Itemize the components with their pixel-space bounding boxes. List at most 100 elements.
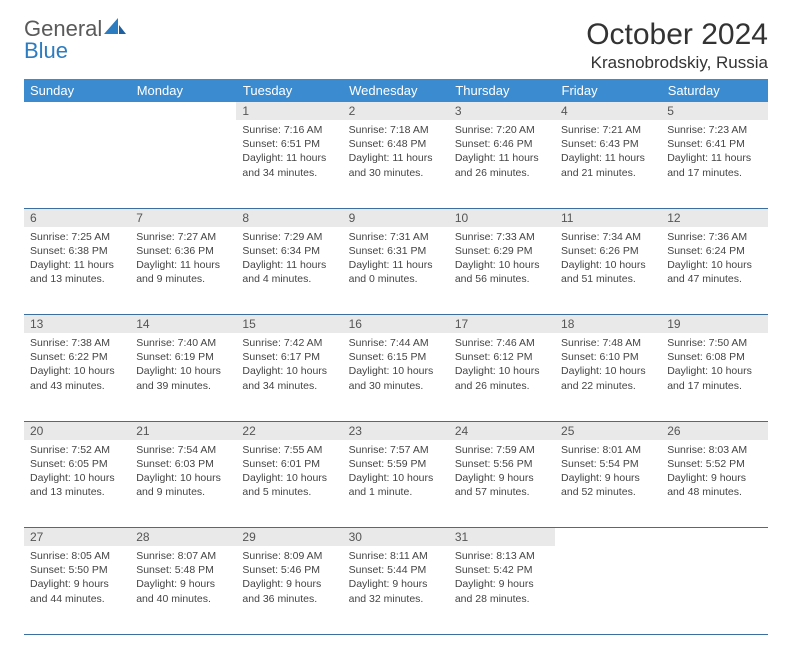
day-number: 14 <box>130 315 236 334</box>
sunrise-text: Sunrise: 7:54 AM <box>136 443 230 457</box>
day1-text: Daylight: 11 hours <box>561 151 655 165</box>
day-number: 26 <box>661 421 767 440</box>
sunset-text: Sunset: 6:41 PM <box>667 137 761 151</box>
weekday-header: Thursday <box>449 79 555 102</box>
sunset-text: Sunset: 6:43 PM <box>561 137 655 151</box>
day-number: 4 <box>555 102 661 120</box>
day-cell: Sunrise: 7:33 AMSunset: 6:29 PMDaylight:… <box>449 227 555 315</box>
sunset-text: Sunset: 6:01 PM <box>242 457 336 471</box>
day-number: 21 <box>130 421 236 440</box>
sunset-text: Sunset: 6:34 PM <box>242 244 336 258</box>
sunset-text: Sunset: 6:38 PM <box>30 244 124 258</box>
day1-text: Daylight: 9 hours <box>455 471 549 485</box>
sunset-text: Sunset: 5:42 PM <box>455 563 549 577</box>
day-number: 2 <box>343 102 449 120</box>
sunrise-text: Sunrise: 7:46 AM <box>455 336 549 350</box>
day2-text: and 52 minutes. <box>561 485 655 499</box>
sunrise-text: Sunrise: 8:13 AM <box>455 549 549 563</box>
day-cell <box>661 546 767 634</box>
day-cell: Sunrise: 7:44 AMSunset: 6:15 PMDaylight:… <box>343 333 449 421</box>
weekday-header: Tuesday <box>236 79 342 102</box>
sunrise-text: Sunrise: 8:01 AM <box>561 443 655 457</box>
day1-text: Daylight: 10 hours <box>667 364 761 378</box>
daynum-row: 13141516171819 <box>24 315 768 334</box>
sunrise-text: Sunrise: 8:07 AM <box>136 549 230 563</box>
weekday-header: Saturday <box>661 79 767 102</box>
sunset-text: Sunset: 5:44 PM <box>349 563 443 577</box>
day-number: 15 <box>236 315 342 334</box>
detail-row: Sunrise: 8:05 AMSunset: 5:50 PMDaylight:… <box>24 546 768 634</box>
day2-text: and 30 minutes. <box>349 379 443 393</box>
day-cell: Sunrise: 7:46 AMSunset: 6:12 PMDaylight:… <box>449 333 555 421</box>
day1-text: Daylight: 10 hours <box>349 364 443 378</box>
day1-text: Daylight: 10 hours <box>242 364 336 378</box>
day-number: 25 <box>555 421 661 440</box>
day-cell: Sunrise: 7:25 AMSunset: 6:38 PMDaylight:… <box>24 227 130 315</box>
sunset-text: Sunset: 6:15 PM <box>349 350 443 364</box>
day2-text: and 13 minutes. <box>30 485 124 499</box>
day-number: 30 <box>343 528 449 547</box>
day-cell <box>555 546 661 634</box>
day2-text: and 17 minutes. <box>667 166 761 180</box>
detail-row: Sunrise: 7:52 AMSunset: 6:05 PMDaylight:… <box>24 440 768 528</box>
logo-part2: Blue <box>24 38 68 63</box>
logo: GeneralBlue <box>24 18 126 62</box>
day-number: 7 <box>130 208 236 227</box>
day2-text: and 5 minutes. <box>242 485 336 499</box>
day-number: 31 <box>449 528 555 547</box>
day-number: 16 <box>343 315 449 334</box>
day-cell: Sunrise: 8:03 AMSunset: 5:52 PMDaylight:… <box>661 440 767 528</box>
sunrise-text: Sunrise: 7:34 AM <box>561 230 655 244</box>
day2-text: and 44 minutes. <box>30 592 124 606</box>
sunrise-text: Sunrise: 7:38 AM <box>30 336 124 350</box>
day-cell: Sunrise: 7:21 AMSunset: 6:43 PMDaylight:… <box>555 120 661 208</box>
sunset-text: Sunset: 6:19 PM <box>136 350 230 364</box>
weekday-header: Friday <box>555 79 661 102</box>
sunset-text: Sunset: 6:48 PM <box>349 137 443 151</box>
sunset-text: Sunset: 6:22 PM <box>30 350 124 364</box>
sunset-text: Sunset: 5:52 PM <box>667 457 761 471</box>
day2-text: and 30 minutes. <box>349 166 443 180</box>
day2-text: and 9 minutes. <box>136 272 230 286</box>
day-number: 9 <box>343 208 449 227</box>
day1-text: Daylight: 10 hours <box>667 258 761 272</box>
sunrise-text: Sunrise: 7:23 AM <box>667 123 761 137</box>
weekday-header-row: Sunday Monday Tuesday Wednesday Thursday… <box>24 79 768 102</box>
weekday-header: Wednesday <box>343 79 449 102</box>
detail-row: Sunrise: 7:38 AMSunset: 6:22 PMDaylight:… <box>24 333 768 421</box>
day-cell: Sunrise: 7:59 AMSunset: 5:56 PMDaylight:… <box>449 440 555 528</box>
sunset-text: Sunset: 5:54 PM <box>561 457 655 471</box>
day-number <box>24 102 130 120</box>
sunset-text: Sunset: 5:56 PM <box>455 457 549 471</box>
day-cell: Sunrise: 8:05 AMSunset: 5:50 PMDaylight:… <box>24 546 130 634</box>
sunrise-text: Sunrise: 8:03 AM <box>667 443 761 457</box>
sunrise-text: Sunrise: 7:27 AM <box>136 230 230 244</box>
day-number: 8 <box>236 208 342 227</box>
day1-text: Daylight: 11 hours <box>136 258 230 272</box>
day-number: 28 <box>130 528 236 547</box>
day-number: 11 <box>555 208 661 227</box>
day-number: 27 <box>24 528 130 547</box>
day2-text: and 1 minute. <box>349 485 443 499</box>
day1-text: Daylight: 10 hours <box>30 471 124 485</box>
day-cell: Sunrise: 7:29 AMSunset: 6:34 PMDaylight:… <box>236 227 342 315</box>
day1-text: Daylight: 10 hours <box>455 364 549 378</box>
day-number <box>130 102 236 120</box>
sunrise-text: Sunrise: 7:40 AM <box>136 336 230 350</box>
sunrise-text: Sunrise: 7:36 AM <box>667 230 761 244</box>
day-number: 29 <box>236 528 342 547</box>
day1-text: Daylight: 10 hours <box>242 471 336 485</box>
day-number: 24 <box>449 421 555 440</box>
sunset-text: Sunset: 5:48 PM <box>136 563 230 577</box>
day2-text: and 36 minutes. <box>242 592 336 606</box>
detail-row: Sunrise: 7:16 AMSunset: 6:51 PMDaylight:… <box>24 120 768 208</box>
sunrise-text: Sunrise: 7:18 AM <box>349 123 443 137</box>
weekday-header: Sunday <box>24 79 130 102</box>
sunset-text: Sunset: 6:29 PM <box>455 244 549 258</box>
day1-text: Daylight: 10 hours <box>136 471 230 485</box>
day1-text: Daylight: 10 hours <box>30 364 124 378</box>
location: Krasnobrodskiy, Russia <box>586 53 768 73</box>
day-number: 6 <box>24 208 130 227</box>
day-number: 17 <box>449 315 555 334</box>
day2-text: and 22 minutes. <box>561 379 655 393</box>
